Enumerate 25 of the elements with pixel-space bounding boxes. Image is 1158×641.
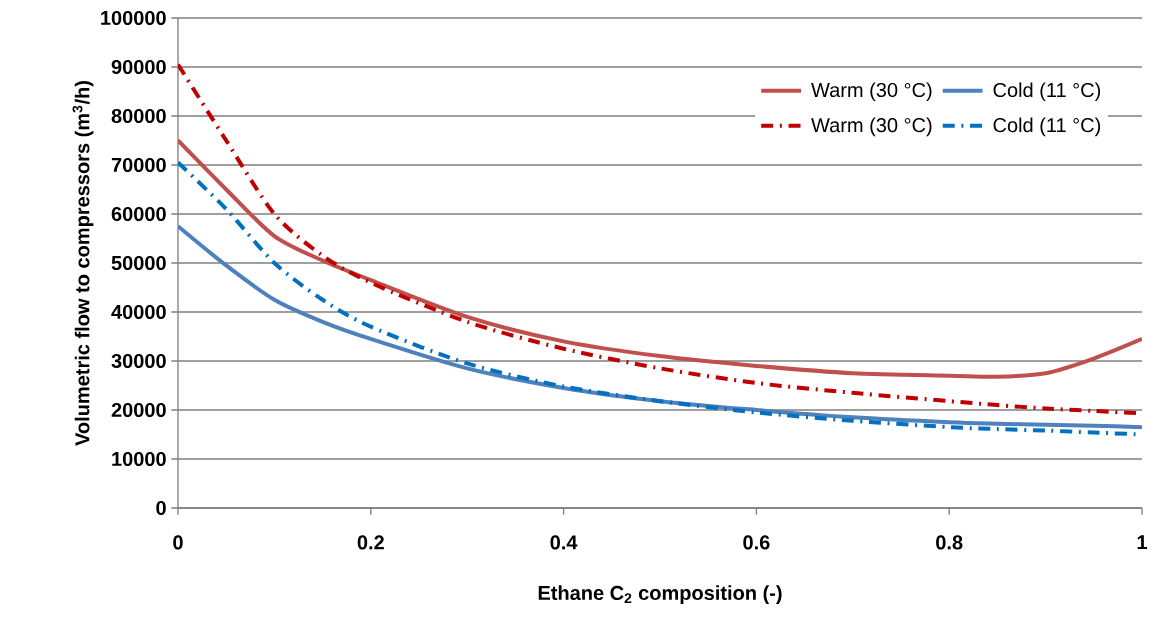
y-tick-label: 30000 [111,353,166,369]
y-axis-title: Volumetric flow to compressors (m$^{3}$/h) [72,81,94,446]
y-tick-label: 50000 [111,255,166,271]
y-tick-label: 70000 [111,157,166,173]
x-tick-label: 0.6 [743,535,770,550]
legend-label: Warm (30 °C) [811,117,932,137]
y-tick-label: 90000 [111,59,166,75]
y-tick-label: 80000 [111,108,166,124]
y-tick-label: 10000 [112,451,166,467]
x-tick-label: 0.8 [936,535,963,550]
y-tick-label: 0 [156,500,166,516]
x-axis-title: Ethane C$_{2}$ composition (-) [538,585,782,604]
x-tick-label: 0.4 [550,535,578,550]
y-tick-label: 60000 [111,206,166,222]
legend-label: Cold (11 °C) [993,82,1101,102]
y-tick-label: 20000 [111,402,166,418]
y-tick-label: 100000 [101,10,166,26]
x-tick-label: 0 [173,535,183,550]
x-tick-label: 0.2 [357,535,384,550]
x-tick-label: 1 [1137,535,1147,550]
line-series [178,224,1142,430]
line-series [178,138,1142,379]
legend-label: Warm (30 °C) [811,82,932,102]
legend-label: Cold (11 °C) [993,117,1101,137]
y-tick-label: 40000 [111,304,166,320]
